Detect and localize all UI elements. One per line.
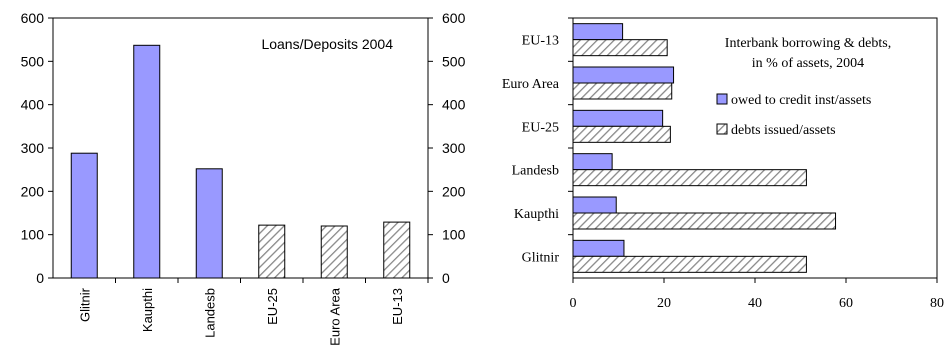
- bar-eu-25: [258, 224, 286, 279]
- bar-glitnir: [70, 152, 98, 279]
- interbank-borrowing-chart: 0 20 40 60 80 EU-13 Euro Area EU-25 Landesb Kaup…: [502, 17, 944, 311]
- bar-owed-landesb: [572, 153, 613, 171]
- right-y-tick-label: 600: [442, 10, 466, 26]
- legend-label-owed: owed to credit inst/assets: [731, 93, 871, 108]
- right-y-tick-label: 500: [442, 53, 466, 69]
- left-x-tick-label: Euro Area: [327, 287, 342, 346]
- left-bars: [70, 44, 411, 279]
- right-y-tick-label: Euro Area: [502, 77, 560, 92]
- left-x-tick-label: Glitnir: [77, 287, 92, 322]
- bar-kaupthi: [133, 44, 161, 279]
- left-x-tick-label: Landesb: [202, 288, 217, 338]
- right-x-tick-label: 40: [748, 296, 762, 311]
- right-y-tick-label: EU-13: [522, 34, 559, 49]
- right-x-tick-label: 80: [930, 296, 944, 311]
- right-y-tick-label: 200: [442, 183, 466, 199]
- bar-euro-area: [320, 225, 348, 279]
- bar-owed-eu-25: [572, 109, 664, 127]
- bar-debts-euro-area: [572, 82, 673, 100]
- left-x-tick-label: Kaupthi: [140, 288, 155, 332]
- right-x-axis: 0 20 40 60 80: [570, 278, 944, 311]
- left-chart-title: Loans/Deposits 2004: [261, 36, 393, 52]
- right-plot-area: [572, 17, 938, 279]
- right-y-tick-label: 400: [442, 97, 466, 113]
- right-y-tick-label: EU-25: [522, 120, 559, 135]
- right-chart-title-line1: Interbank borrowing & debts,: [725, 36, 891, 51]
- right-chart-title-line2: in % of assets, 2004: [752, 56, 864, 71]
- legend-swatch-solid: [716, 93, 728, 105]
- left-y-tick-label: 100: [21, 227, 45, 243]
- right-x-tick-label: 20: [657, 296, 671, 311]
- right-y-tick-label: 100: [442, 227, 466, 243]
- left-y-tick-label: 200: [21, 183, 45, 199]
- legend: owed to credit inst/assets debts issued/…: [716, 93, 871, 138]
- bar-debts-landesb: [572, 169, 807, 187]
- left-x-tick-label: EU-25: [265, 288, 280, 325]
- bar-debts-eu-13: [572, 39, 668, 57]
- bar-landesb: [195, 168, 223, 279]
- bar-eu-13: [383, 221, 411, 279]
- bar-owed-eu-13: [572, 23, 624, 41]
- left-y-axis: 0 100 200 300 400 500 600: [21, 10, 53, 286]
- bar-debts-kaupthi: [572, 212, 837, 230]
- legend-swatch-hatched: [716, 123, 728, 135]
- right-x-tick-label: 60: [839, 296, 853, 311]
- bar-debts-glitnir: [572, 255, 807, 273]
- right-y-tick-label: 300: [442, 140, 466, 156]
- left-x-tick-labels: Glitnir Kaupthi Landesb EU-25 Euro Area EU-13: [77, 278, 429, 346]
- right-y-tick-label: 0: [442, 270, 450, 286]
- right-y-tick-label: Kaupthi: [514, 207, 559, 222]
- right-x-tick-label: 0: [570, 296, 577, 311]
- right-bars: [572, 23, 837, 273]
- right-y-tick-label: Glitnir: [522, 250, 560, 265]
- left-y-tick-label: 500: [21, 53, 45, 69]
- bar-owed-glitnir: [572, 239, 625, 257]
- left-plot-area: [52, 17, 429, 279]
- right-y-tick-label: Landesb: [512, 164, 559, 179]
- legend-label-debts: debts issued/assets: [731, 123, 836, 138]
- right-y-tick-labels: EU-13 Euro Area EU-25 Landesb Kaupthi Glitnir: [502, 17, 573, 265]
- bar-owed-euro-area: [572, 66, 675, 84]
- bar-debts-eu-25: [572, 125, 671, 143]
- left-y-tick-label: 300: [21, 140, 45, 156]
- left-y-tick-label: 600: [21, 10, 45, 26]
- bar-owed-kaupthi: [572, 196, 617, 214]
- left-y-tick-label: 400: [21, 97, 45, 113]
- left-x-tick-label: EU-13: [390, 288, 405, 325]
- left-y-tick-label: 0: [36, 270, 44, 286]
- right-y-axis: 0 100 200 300 400 500 600: [428, 10, 466, 286]
